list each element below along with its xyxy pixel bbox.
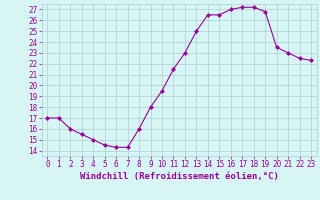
X-axis label: Windchill (Refroidissement éolien,°C): Windchill (Refroidissement éolien,°C) — [80, 172, 279, 181]
